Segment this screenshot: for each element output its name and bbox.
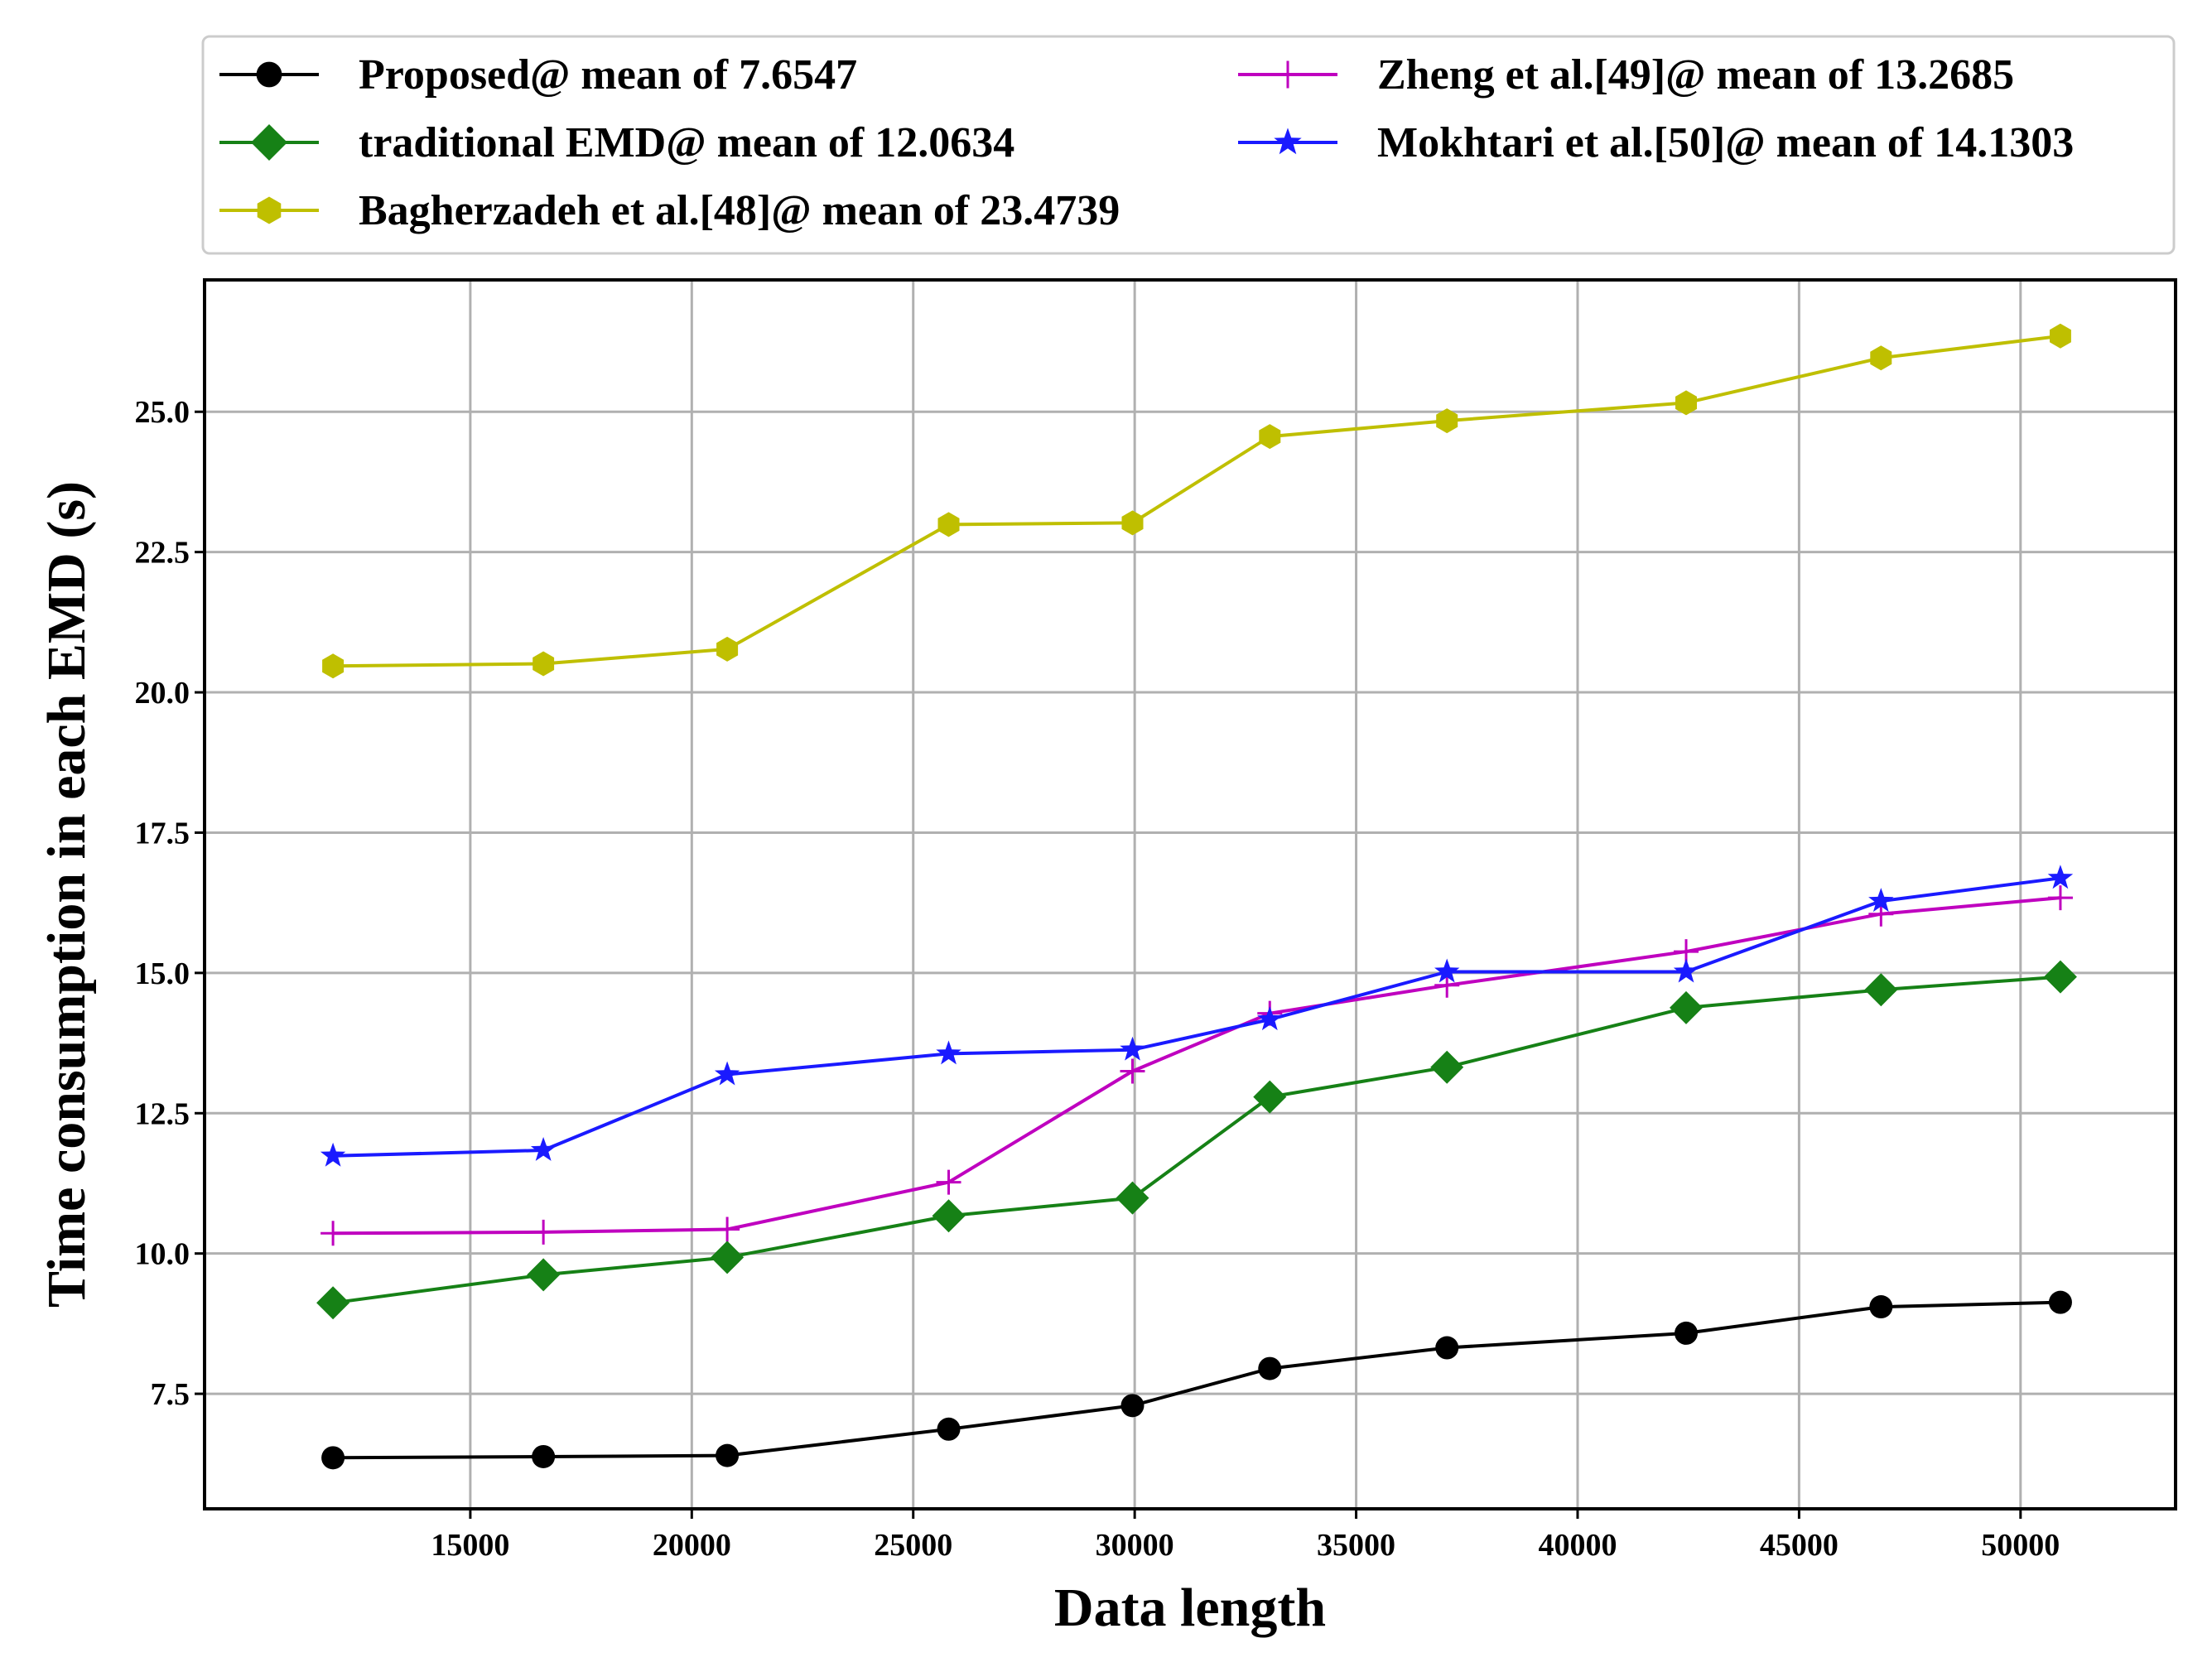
y-tick-label: 20.0 (135, 676, 190, 711)
data-point (2050, 323, 2071, 349)
data-point (527, 1258, 561, 1292)
data-point (937, 1417, 961, 1441)
legend-entry-2: Bagherzadeh et al.[48]@ mean of 23.4739 (219, 187, 1120, 234)
legend: Proposed@ mean of 7.6547 traditional EMD@… (201, 35, 2176, 255)
data-point (1673, 958, 1699, 983)
series-line (333, 1300, 2060, 1460)
data-point (1436, 408, 1458, 434)
data-point (532, 1444, 556, 1468)
legend-marker (1274, 60, 1302, 89)
x-tick-label: 25000 (874, 1528, 952, 1563)
data-point (320, 1221, 346, 1246)
x-tick-label: 35000 (1317, 1528, 1395, 1563)
data-point (1864, 973, 1898, 1007)
series-line (332, 975, 2061, 1305)
data-point (1434, 958, 1460, 983)
x-tick-label: 30000 (1096, 1528, 1174, 1563)
data-point (1670, 990, 1704, 1024)
series-2 (322, 323, 2071, 679)
y-tick-label: 22.5 (135, 536, 190, 571)
legend-label: Mokhtari et al.[50]@ mean of 14.1303 (1377, 119, 2074, 166)
data-point (716, 636, 739, 662)
data-point (932, 1199, 966, 1233)
series-3 (320, 885, 2073, 1246)
data-point (1257, 1006, 1283, 1031)
legend-label: Zheng et al.[49]@ mean of 13.2685 (1377, 51, 2014, 99)
data-point (531, 1219, 557, 1245)
x-tick-label: 20000 (653, 1528, 731, 1563)
data-point (714, 1061, 740, 1086)
x-tick-label: 45000 (1760, 1528, 1839, 1563)
legend-label: Bagherzadeh et al.[48]@ mean of 23.4739 (359, 187, 1120, 234)
data-point (1675, 1321, 1699, 1345)
data-point (1253, 1080, 1287, 1114)
series-line (333, 896, 2061, 1236)
series-line (333, 334, 2061, 668)
data-point (936, 1169, 961, 1195)
data-point (1120, 1394, 1145, 1418)
series-0 (321, 1290, 2072, 1470)
data-point (2048, 1290, 2072, 1314)
legend-marker (256, 61, 282, 88)
legend-label: Proposed@ mean of 7.6547 (359, 51, 857, 99)
y-axis-label: Time consumption in each EMD (s) (36, 481, 97, 1308)
data-point (1120, 1036, 1145, 1061)
y-tick-label: 15.0 (135, 956, 190, 991)
data-point (320, 1142, 346, 1167)
data-point (1120, 1058, 1145, 1084)
data-point (1116, 1181, 1149, 1215)
legend-label: traditional EMD@ mean of 12.0634 (359, 119, 1014, 166)
x-tick-label: 40000 (1538, 1528, 1617, 1563)
data-point (530, 1137, 557, 1161)
y-tick-label: 25.0 (135, 395, 190, 430)
data-point (321, 1446, 345, 1470)
tick-layer: 15000 20000 25000 30000 35000 40000 45000 50000… (135, 395, 2060, 1563)
legend-entry-3: Zheng et al.[49]@ mean of 13.2685 (1238, 51, 2014, 99)
data-point (2047, 885, 2073, 911)
data-point (1259, 424, 1281, 450)
series-1 (316, 960, 2077, 1320)
data-point (2043, 960, 2077, 994)
series-4 (320, 865, 2074, 1167)
data-point (715, 1217, 740, 1242)
grid-layer (205, 280, 2176, 1509)
data-point (1870, 345, 1892, 371)
data-point (533, 651, 555, 677)
legend-marker (251, 124, 287, 161)
data-point (1675, 390, 1697, 416)
data-point (1258, 1356, 1282, 1380)
data-point (2047, 865, 2074, 889)
series-layer (316, 323, 2077, 1470)
legend-marker (257, 196, 282, 224)
series-line (333, 876, 2061, 1158)
data-point (322, 653, 345, 679)
data-point (937, 512, 960, 537)
data-point (936, 1040, 961, 1065)
data-point (1121, 510, 1144, 536)
y-tick-label: 10.0 (135, 1237, 190, 1272)
data-point (716, 1443, 740, 1467)
data-point (1435, 1336, 1459, 1360)
legend-marker (1274, 128, 1302, 155)
data-point (1868, 888, 1894, 913)
y-tick-label: 7.5 (151, 1377, 190, 1412)
data-point (316, 1286, 350, 1320)
y-tick-label: 12.5 (135, 1096, 190, 1131)
legend-entry-0: Proposed@ mean of 7.6547 (219, 51, 857, 99)
legend-entry-4: Mokhtari et al.[50]@ mean of 14.1303 (1238, 119, 2074, 166)
legend-box (201, 35, 2176, 255)
y-tick-label: 17.5 (135, 816, 190, 850)
x-tick-label: 15000 (431, 1528, 509, 1563)
data-point (711, 1241, 745, 1274)
plot-frame (203, 278, 2177, 1510)
x-tick-label: 50000 (1981, 1528, 2060, 1563)
data-point (1869, 1295, 1893, 1319)
legend-entry-1: traditional EMD@ mean of 12.0634 (219, 119, 1014, 166)
x-axis-label: Data length (1054, 1578, 1326, 1638)
data-point (1430, 1050, 1464, 1084)
